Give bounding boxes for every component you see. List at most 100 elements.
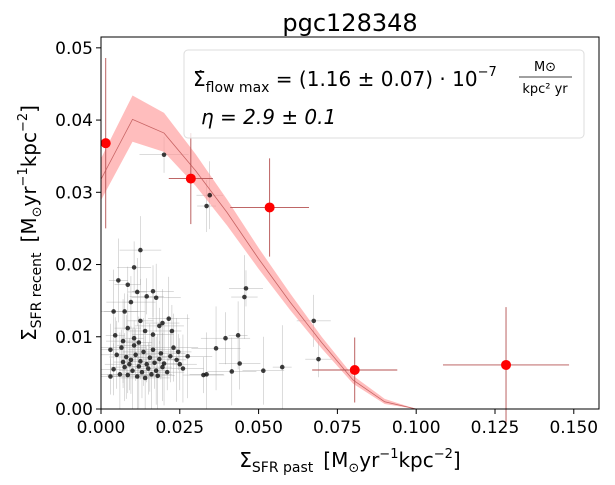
y-axis-ticks: 0.00 0.01 0.02 0.03 0.04 0.05 [55, 39, 101, 420]
scatter-point [141, 349, 146, 355]
x-tick-label: 0.100 [392, 418, 441, 438]
annotation-line-1: Σ̇flow max = (1.16 ± 0.07) · 10−7 [193, 65, 497, 96]
scatter-point [171, 345, 176, 350]
scatter-point [175, 349, 181, 355]
scatter-point [138, 359, 143, 364]
scatter-point [127, 361, 132, 367]
binned-points [100, 138, 512, 375]
y-tick-label: 0.05 [55, 39, 93, 59]
scatter-point [201, 372, 206, 378]
annotation-frac-den: kpc² yr [522, 82, 568, 97]
scatter-point [122, 309, 127, 314]
scatter-point [144, 361, 150, 367]
binned-point [185, 173, 196, 184]
x-tick-label: 0.050 [234, 418, 283, 438]
scatter-point [153, 368, 159, 374]
scatter-point [316, 356, 321, 362]
annotation-box: Σ̇flow max = (1.16 ± 0.07) · 10−7 M⊙ kpc… [183, 49, 585, 139]
annotation-line-2: η = 2.9 ± 0.1 [201, 105, 336, 129]
scatter-point [261, 368, 266, 374]
model-line [101, 118, 511, 409]
scatter-point [131, 343, 137, 348]
y-tick-label: 0.01 [55, 328, 93, 348]
scatter-point [120, 338, 126, 344]
scatter-point [243, 286, 249, 291]
scatter-point [180, 366, 186, 371]
scatter-point [150, 332, 156, 337]
scatter-point [174, 357, 179, 363]
scatter-point [136, 340, 142, 345]
scatter-point [166, 316, 172, 322]
scatter-point [122, 364, 127, 370]
scatter-point [149, 372, 154, 377]
y-tick-label: 0.04 [55, 111, 93, 131]
scatter-point [131, 265, 137, 270]
scatter-point [111, 366, 116, 372]
scatter-point [155, 373, 161, 379]
scatter-point [108, 374, 113, 379]
scatter-point [125, 372, 131, 378]
scatter-point [152, 360, 157, 366]
scatter-point [242, 294, 247, 300]
scatter-point [108, 347, 113, 353]
scatter-point [116, 278, 121, 283]
scatter-point [139, 369, 145, 375]
scatter-point [311, 318, 317, 324]
x-tick-label: 0.150 [549, 418, 598, 438]
scatter-point [160, 364, 165, 370]
scatter-point [229, 369, 235, 374]
scatter-point [145, 366, 151, 371]
scatter-point [142, 375, 148, 381]
scatter-point [144, 294, 150, 299]
scatter-point [138, 247, 143, 253]
binned-point [100, 138, 111, 149]
y-tick-label: 0.00 [55, 400, 93, 420]
scatter-point [125, 325, 131, 331]
scatter-point [123, 354, 129, 360]
scatter-points [108, 152, 321, 381]
x-tick-label: 0.125 [471, 418, 520, 438]
scatter-point [164, 369, 170, 375]
x-axis-label: ΣSFR past [M⊙yr−1kpc−2] [239, 447, 460, 476]
scatter-point [128, 299, 134, 305]
scatter-point [177, 361, 183, 367]
scatter-point [207, 192, 213, 198]
scatter-point [134, 374, 140, 379]
scatter-point [169, 328, 175, 334]
scatter-point [223, 335, 228, 341]
y-tick-label: 0.03 [55, 183, 93, 203]
scatter-point [157, 356, 162, 362]
scatter-point [114, 352, 120, 358]
model-uncertainty-band [101, 95, 511, 409]
scatter-point [237, 361, 242, 366]
x-tick-label: 0.025 [155, 418, 204, 438]
scatter-point [133, 352, 138, 358]
x-axis-ticks: 0.000 0.025 0.050 0.075 0.100 0.125 0.150 [77, 409, 598, 438]
x-tick-label: 0.000 [77, 418, 126, 438]
scatter-point [157, 323, 162, 329]
y-axis-label: ΣSFR recent[M⊙yr−1kpc−2] [16, 105, 45, 341]
scatter-point [142, 328, 148, 334]
binned-point [264, 202, 275, 213]
y-tick-label: 0.02 [55, 256, 93, 276]
scatter-point [168, 353, 173, 359]
scatter-point [161, 361, 167, 366]
plot-frame [100, 36, 600, 410]
scatter-point [138, 318, 143, 324]
scatter-point [131, 335, 137, 341]
scatter-point [119, 345, 124, 350]
scatter-point [160, 320, 165, 326]
chart-title: pgc128348 [282, 9, 417, 37]
scatter-point [134, 289, 140, 295]
scatter-point [153, 295, 159, 301]
scatter-point [279, 364, 285, 370]
scatter-point [158, 351, 164, 356]
scatter-point [130, 368, 135, 374]
x-tick-label: 0.075 [313, 418, 362, 438]
binned-point [349, 364, 360, 375]
binned-point [501, 359, 512, 370]
scatter-point [117, 372, 123, 377]
scatter-point [128, 357, 134, 363]
scatter-point [112, 333, 118, 338]
